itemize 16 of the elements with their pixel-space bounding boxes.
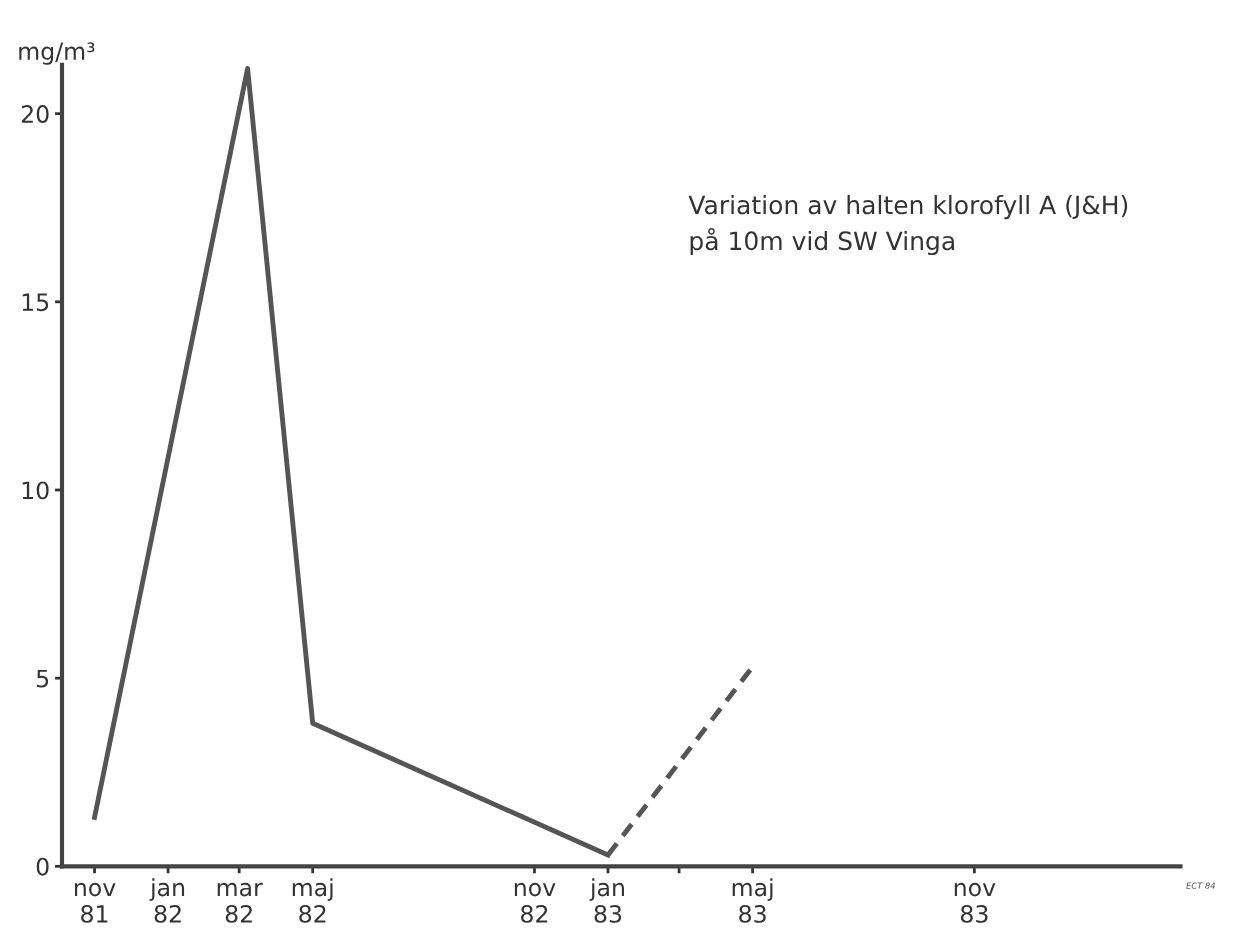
x-tick-label: maj 82 (292, 878, 333, 923)
x-tick-label: nov 83 (954, 882, 996, 923)
x-tick-label: jan 82 (149, 878, 185, 923)
x-tick-label: nov 82 (514, 882, 556, 923)
x-tick-label: maj 83 (732, 878, 773, 923)
y-tick-label: 10 (22, 481, 49, 500)
y-tick-label: 15 (22, 293, 49, 312)
x-tick-label: nov 81 (74, 882, 116, 923)
text: Variation av halten klorofyll A (J&H) på 10m vid SW Vinga (688, 194, 1128, 256)
y-tick-label: 20 (21, 105, 49, 123)
text: ECT 84 (1186, 882, 1215, 889)
x-tick-label: jan 83 (589, 878, 624, 923)
y-tick-label: 5 (36, 669, 49, 688)
y-tick-label: 0 (36, 857, 49, 876)
y-axis-title: mg/m³ (19, 42, 95, 65)
x-tick-label: mar 82 (217, 882, 263, 923)
